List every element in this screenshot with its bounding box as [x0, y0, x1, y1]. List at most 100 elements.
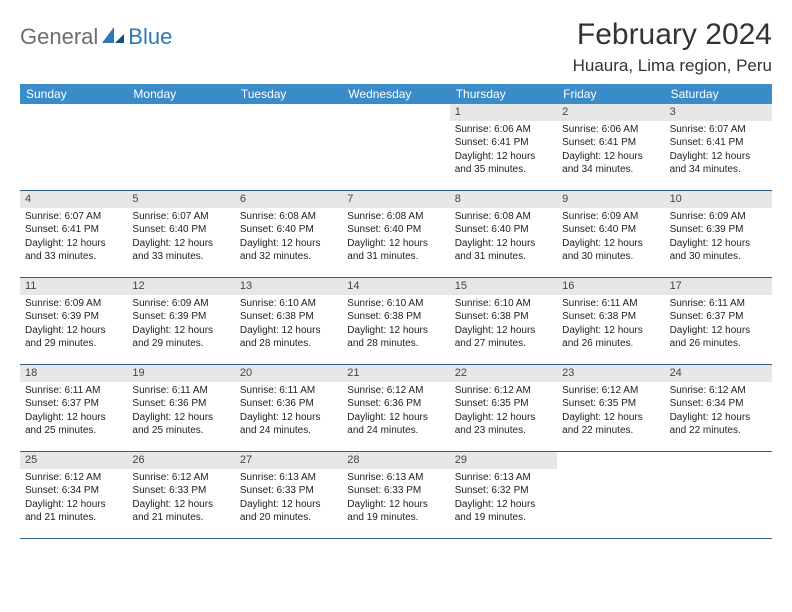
sunrise-text: Sunrise: 6:11 AM [132, 384, 229, 398]
day-cell: 10 Sunrise: 6:09 AMSunset: 6:39 PMDayligh… [665, 191, 772, 277]
day-header: Thursday [450, 84, 557, 104]
week-row: 25Sunrise: 6:12 AMSunset: 6:34 PMDayligh… [20, 452, 772, 539]
day-number: 21 [342, 365, 449, 382]
day-number: 20 [235, 365, 342, 382]
sunset-text: Sunset: 6:40 PM [347, 223, 444, 237]
sunset-text: Sunset: 6:39 PM [670, 223, 767, 237]
day-header: Tuesday [235, 84, 342, 104]
sunset-text: Sunset: 6:38 PM [455, 310, 552, 324]
week-row: 1Sunrise: 6:06 AMSunset: 6:41 PMDaylight… [20, 104, 772, 191]
sunset-text: Sunset: 6:41 PM [25, 223, 122, 237]
day-cell: 26Sunrise: 6:12 AMSunset: 6:33 PMDayligh… [127, 452, 234, 538]
sunset-text: Sunset: 6:33 PM [347, 484, 444, 498]
daylight-text: Daylight: 12 hours and 29 minutes. [25, 324, 122, 351]
sunrise-text: Sunrise: 6:10 AM [347, 297, 444, 311]
day-number: 15 [450, 278, 557, 295]
day-cell: 12Sunrise: 6:09 AMSunset: 6:39 PMDayligh… [127, 278, 234, 364]
daylight-text: Daylight: 12 hours and 27 minutes. [455, 324, 552, 351]
day-cell: 19Sunrise: 6:11 AMSunset: 6:36 PMDayligh… [127, 365, 234, 451]
sunrise-text: Sunrise: 6:09 AM [670, 210, 767, 224]
daylight-text: Daylight: 12 hours and 21 minutes. [132, 498, 229, 525]
daylight-text: Daylight: 12 hours and 30 minutes. [562, 237, 659, 264]
day-body: Sunrise: 6:13 AMSunset: 6:32 PMDaylight:… [450, 469, 557, 529]
week-row: 11Sunrise: 6:09 AMSunset: 6:39 PMDayligh… [20, 278, 772, 365]
sunrise-text: Sunrise: 6:09 AM [562, 210, 659, 224]
day-header: Monday [127, 84, 234, 104]
day-cell: 28Sunrise: 6:13 AMSunset: 6:33 PMDayligh… [342, 452, 449, 538]
day-number: 24 [665, 365, 772, 382]
day-cell: 25Sunrise: 6:12 AMSunset: 6:34 PMDayligh… [20, 452, 127, 538]
day-number: 9 [557, 191, 664, 208]
day-cell: 1Sunrise: 6:06 AMSunset: 6:41 PMDaylight… [450, 104, 557, 190]
daylight-text: Daylight: 12 hours and 31 minutes. [347, 237, 444, 264]
day-number: 18 [20, 365, 127, 382]
day-body: Sunrise: 6:12 AMSunset: 6:33 PMDaylight:… [127, 469, 234, 529]
sunrise-text: Sunrise: 6:12 AM [562, 384, 659, 398]
day-body: Sunrise: 6:06 AMSunset: 6:41 PMDaylight:… [557, 121, 664, 181]
day-number: 12 [127, 278, 234, 295]
day-cell: 8Sunrise: 6:08 AMSunset: 6:40 PMDaylight… [450, 191, 557, 277]
daylight-text: Daylight: 12 hours and 25 minutes. [25, 411, 122, 438]
week-row: 18Sunrise: 6:11 AMSunset: 6:37 PMDayligh… [20, 365, 772, 452]
day-body: Sunrise: 6:10 AMSunset: 6:38 PMDaylight:… [342, 295, 449, 355]
day-cell: 3Sunrise: 6:07 AMSunset: 6:41 PMDaylight… [665, 104, 772, 190]
sunset-text: Sunset: 6:34 PM [25, 484, 122, 498]
sunset-text: Sunset: 6:37 PM [25, 397, 122, 411]
sunset-text: Sunset: 6:33 PM [132, 484, 229, 498]
day-body: Sunrise: 6:13 AMSunset: 6:33 PMDaylight:… [342, 469, 449, 529]
sunset-text: Sunset: 6:40 PM [132, 223, 229, 237]
day-body: Sunrise: 6:12 AMSunset: 6:35 PMDaylight:… [557, 382, 664, 442]
day-body: Sunrise: 6:12 AMSunset: 6:35 PMDaylight:… [450, 382, 557, 442]
daylight-text: Daylight: 12 hours and 28 minutes. [347, 324, 444, 351]
sunset-text: Sunset: 6:41 PM [455, 136, 552, 150]
day-body: Sunrise: 6:12 AMSunset: 6:34 PMDaylight:… [20, 469, 127, 529]
sunset-text: Sunset: 6:33 PM [240, 484, 337, 498]
daylight-text: Daylight: 12 hours and 28 minutes. [240, 324, 337, 351]
day-cell: 15Sunrise: 6:10 AMSunset: 6:38 PMDayligh… [450, 278, 557, 364]
daylight-text: Daylight: 12 hours and 34 minutes. [670, 150, 767, 177]
daylight-text: Daylight: 12 hours and 23 minutes. [455, 411, 552, 438]
daylight-text: Daylight: 12 hours and 29 minutes. [132, 324, 229, 351]
day-body: Sunrise: 6:12 AMSunset: 6:36 PMDaylight:… [342, 382, 449, 442]
day-number: 1 [450, 104, 557, 121]
sunrise-text: Sunrise: 6:06 AM [562, 123, 659, 137]
day-header: Friday [557, 84, 664, 104]
day-body: Sunrise: 6:11 AMSunset: 6:36 PMDaylight:… [127, 382, 234, 442]
sunset-text: Sunset: 6:37 PM [670, 310, 767, 324]
day-number: 28 [342, 452, 449, 469]
day-body: Sunrise: 6:11 AMSunset: 6:37 PMDaylight:… [20, 382, 127, 442]
sunset-text: Sunset: 6:39 PM [132, 310, 229, 324]
sunset-text: Sunset: 6:34 PM [670, 397, 767, 411]
day-number: 25 [20, 452, 127, 469]
day-cell: 27Sunrise: 6:13 AMSunset: 6:33 PMDayligh… [235, 452, 342, 538]
day-number: 10 [665, 191, 772, 208]
daylight-text: Daylight: 12 hours and 33 minutes. [25, 237, 122, 264]
daylight-text: Daylight: 12 hours and 30 minutes. [670, 237, 767, 264]
sunrise-text: Sunrise: 6:10 AM [240, 297, 337, 311]
day-header-row: Sunday Monday Tuesday Wednesday Thursday… [20, 84, 772, 104]
sunrise-text: Sunrise: 6:07 AM [670, 123, 767, 137]
sunrise-text: Sunrise: 6:13 AM [240, 471, 337, 485]
day-cell: 9Sunrise: 6:09 AMSunset: 6:40 PMDaylight… [557, 191, 664, 277]
day-number: 7 [342, 191, 449, 208]
daylight-text: Daylight: 12 hours and 22 minutes. [562, 411, 659, 438]
sunset-text: Sunset: 6:36 PM [132, 397, 229, 411]
daylight-text: Daylight: 12 hours and 21 minutes. [25, 498, 122, 525]
calendar: Sunday Monday Tuesday Wednesday Thursday… [20, 84, 772, 539]
day-cell: 5Sunrise: 6:07 AMSunset: 6:40 PMDaylight… [127, 191, 234, 277]
sunset-text: Sunset: 6:41 PM [562, 136, 659, 150]
day-number: 4 [20, 191, 127, 208]
sunrise-text: Sunrise: 6:11 AM [670, 297, 767, 311]
sunset-text: Sunset: 6:36 PM [240, 397, 337, 411]
day-number: 23 [557, 365, 664, 382]
sunrise-text: Sunrise: 6:11 AM [240, 384, 337, 398]
day-cell [557, 452, 664, 538]
day-cell: 18Sunrise: 6:11 AMSunset: 6:37 PMDayligh… [20, 365, 127, 451]
day-body: Sunrise: 6:11 AMSunset: 6:38 PMDaylight:… [557, 295, 664, 355]
daylight-text: Daylight: 12 hours and 24 minutes. [347, 411, 444, 438]
sunrise-text: Sunrise: 6:12 AM [455, 384, 552, 398]
day-cell: 14Sunrise: 6:10 AMSunset: 6:38 PMDayligh… [342, 278, 449, 364]
day-number: 27 [235, 452, 342, 469]
sunset-text: Sunset: 6:41 PM [670, 136, 767, 150]
daylight-text: Daylight: 12 hours and 35 minutes. [455, 150, 552, 177]
